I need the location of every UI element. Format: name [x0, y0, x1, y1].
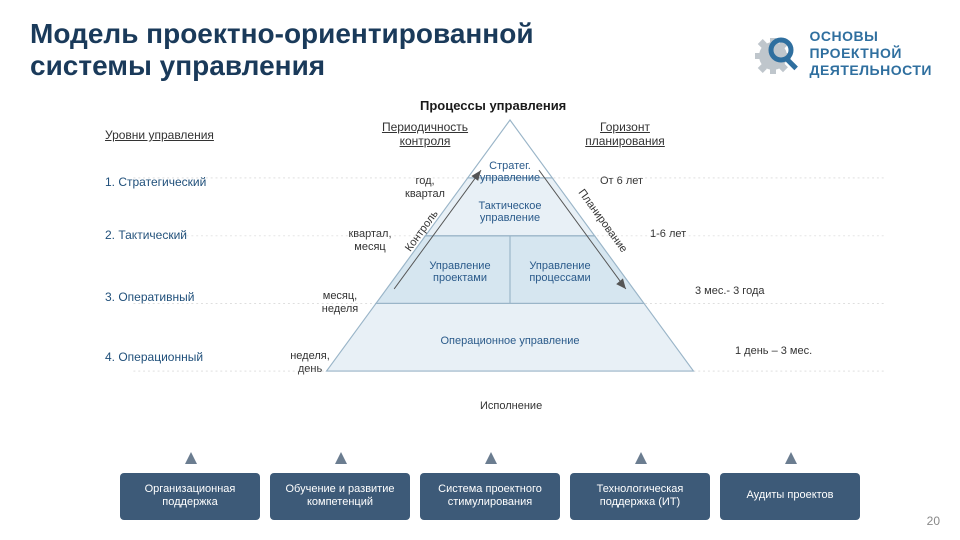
foot-box-5: Аудиты проектов [720, 473, 860, 521]
brand-line3: ДЕЯТЕЛЬНОСТИ [809, 62, 932, 79]
brand-text: ОСНОВЫ ПРОЕКТНОЙ ДЕЯТЕЛЬНОСТИ [809, 28, 932, 78]
col-levels: Уровни управления [105, 128, 214, 142]
foot-box-3: Система проектного стимулирования [420, 473, 560, 521]
brand-block: ОСНОВЫ ПРОЕКТНОЙ ДЕЯТЕЛЬНОСТИ [751, 28, 932, 78]
arrow-up-4 [635, 452, 647, 464]
pyr-layer-2: Тактическое управление [460, 200, 560, 224]
execution-label: Исполнение [480, 400, 542, 412]
level-2: 2. Тактический [105, 228, 187, 242]
level-1: 1. Стратегический [105, 175, 206, 189]
page-title: Модель проектно-ориентированной системы … [30, 18, 534, 82]
pyr-layer-3a: Управление проектами [415, 260, 505, 284]
page-number: 20 [927, 514, 940, 528]
support-blocks: Организационная поддержка Обучение и раз… [120, 473, 860, 521]
pyr-layer-3b: Управление процессами [515, 260, 605, 284]
foot-box-4: Технологическая поддержка (ИТ) [570, 473, 710, 521]
brand-line1: ОСНОВЫ [809, 28, 932, 45]
title-line2: системы управления [30, 50, 325, 81]
management-pyramid: Стратег. управление Тактическое управлен… [320, 120, 700, 400]
level-4: 4. Операционный [105, 350, 203, 364]
foot-box-2: Обучение и развитие компетенций [270, 473, 410, 521]
level-3: 3. Оперативный [105, 290, 194, 304]
section-processes: Процессы управления [420, 98, 566, 113]
brand-line2: ПРОЕКТНОЙ [809, 45, 932, 62]
pyr-layer-1: Стратег. управление [470, 160, 550, 184]
horizon-4: 1 день – 3 мес. [735, 345, 812, 358]
arrow-up-2 [335, 452, 347, 464]
horizon-3: 3 мес.- 3 года [695, 285, 765, 298]
foot-box-1: Организационная поддержка [120, 473, 260, 521]
arrow-up-1 [185, 452, 197, 464]
title-line1: Модель проектно-ориентированной [30, 18, 534, 49]
arrow-up-5 [785, 452, 797, 464]
brand-icon [751, 28, 801, 78]
pyr-layer-4: Операционное управление [430, 335, 590, 347]
arrow-up-3 [485, 452, 497, 464]
